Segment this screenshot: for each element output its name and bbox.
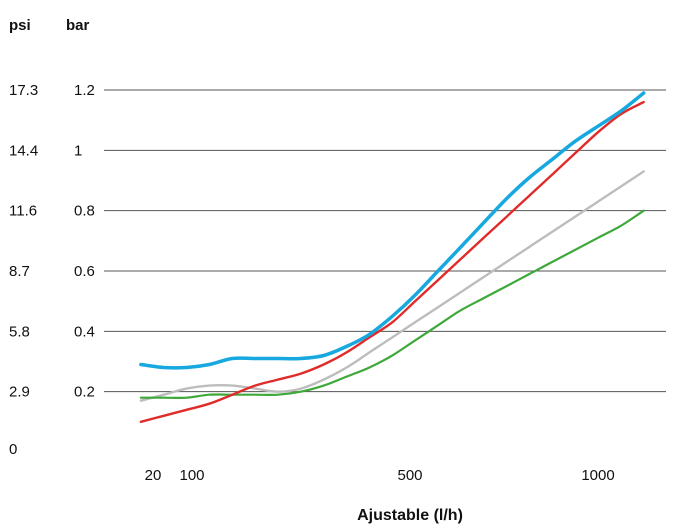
bar-tick-label: 1.2 [74, 82, 95, 99]
psi-tick-label: 17.3 [9, 82, 38, 99]
bar-tick-label: 0.4 [74, 323, 95, 340]
psi-tick-label: 8.7 [9, 263, 30, 280]
series-line-1 [139, 100, 645, 423]
series-line-0 [139, 91, 646, 370]
gridlines [104, 89, 666, 393]
series-line-2 [139, 170, 645, 402]
psi-tick-label: 14.4 [9, 142, 38, 159]
x-tick-label: 500 [397, 467, 422, 484]
series-lines [139, 91, 646, 423]
psi-tick-label: 2.9 [9, 384, 30, 401]
x-tick-labels: 20 100 500 1000 [145, 467, 615, 484]
series-line-3 [139, 209, 645, 400]
x-tick-label: 20 [145, 467, 162, 484]
psi-tick-label: 11.6 [9, 203, 37, 220]
psi-tick-label: 5.8 [9, 323, 30, 340]
x-tick-label: 100 [179, 467, 204, 484]
x-tick-label: 1000 [581, 467, 614, 484]
bar-unit-label: bar [66, 17, 90, 34]
x-axis-label: Ajustable (l/h) [357, 507, 463, 524]
y-tick-labels: 17.3 1.2 14.4 1 11.6 0.8 8.7 0.6 5.8 0.4 2.9 0.2 0 [9, 82, 95, 458]
psi-tick-label: 0 [9, 441, 17, 458]
bar-tick-label: 1 [74, 142, 82, 159]
bar-tick-label: 0.2 [74, 384, 95, 401]
bar-tick-label: 0.6 [74, 263, 95, 280]
bar-tick-label: 0.8 [74, 203, 95, 220]
psi-unit-label: psi [9, 17, 31, 34]
